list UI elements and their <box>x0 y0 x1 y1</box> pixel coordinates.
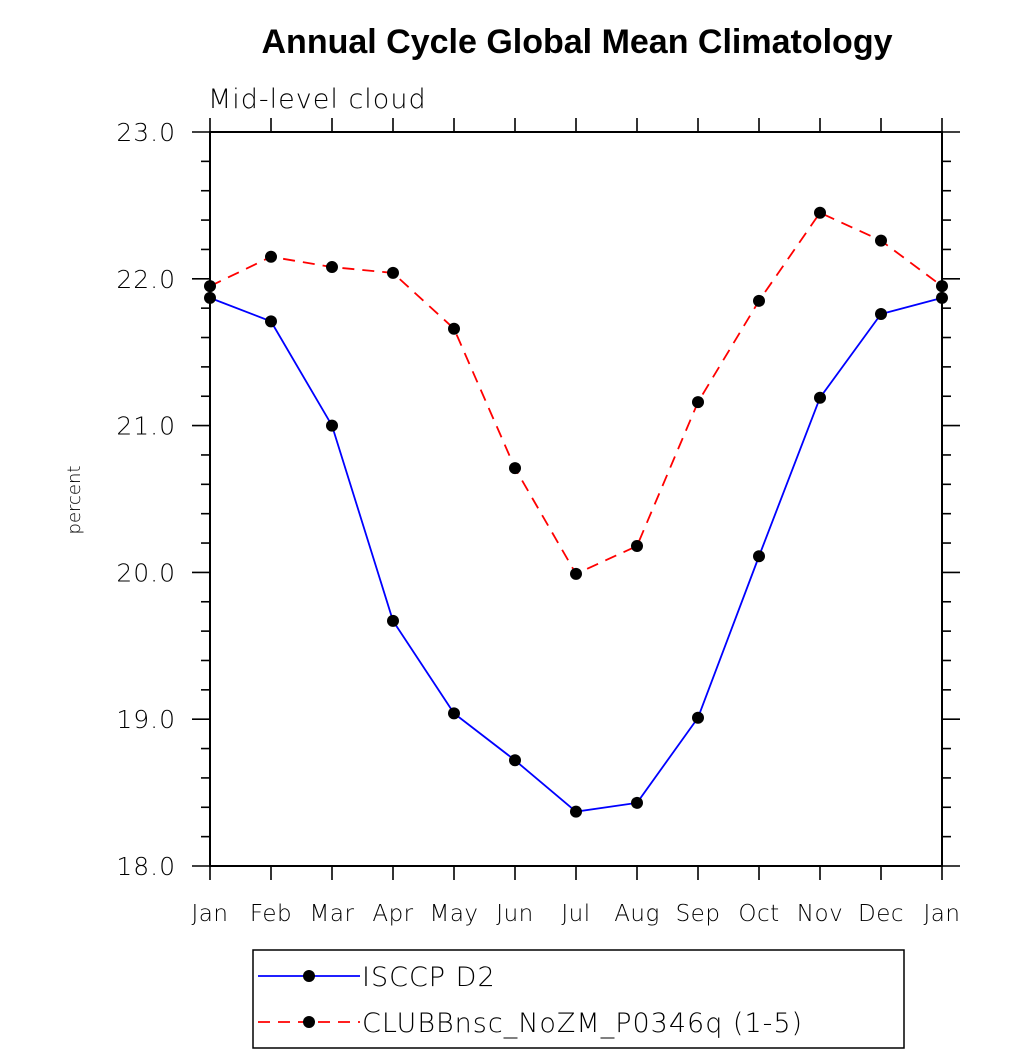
chart-title: Annual Cycle Global Mean Climatology <box>262 23 893 61</box>
plot-frame <box>209 131 943 867</box>
legend-label-1: CLUBBnsc_NoZM_P0346q (1-5) <box>362 1008 803 1039</box>
x-tick-label: Mar <box>310 901 355 927</box>
series-line-1 <box>209 211 943 576</box>
series-0-point <box>326 419 338 432</box>
series-1-point <box>570 567 582 580</box>
series-layer <box>204 206 948 818</box>
series-1-point <box>814 206 826 219</box>
series-1-point <box>509 462 521 475</box>
series-line-0 <box>209 297 943 813</box>
series-0-point <box>509 754 521 767</box>
series-0-point <box>875 308 887 321</box>
series-1-point <box>448 322 460 335</box>
x-tick-label: Dec <box>858 901 904 927</box>
series-0-point <box>753 550 765 563</box>
axis-ticks <box>192 118 960 880</box>
legend-marker-1 <box>303 1016 315 1028</box>
y-tick-label: 23.0 <box>116 118 176 147</box>
series-1-point <box>692 396 704 409</box>
series-0-point <box>570 805 582 818</box>
series-1-point <box>753 294 765 307</box>
x-tick-label: Jul <box>561 901 590 927</box>
legend: ISCCP D2 CLUBBnsc_NoZM_P0346q (1-5) <box>252 949 905 1049</box>
x-tick-label: Apr <box>372 901 413 927</box>
axis-tick-labels: Jan Feb Mar Apr May Jun Jul Aug Sep Oct Nov Dec Jan 1… <box>116 118 960 927</box>
series-0-point <box>265 315 277 328</box>
x-tick-label: Oct <box>738 901 779 927</box>
series-1-point <box>387 266 399 279</box>
x-tick-label: Feb <box>250 901 292 927</box>
chart-subtitle: Mid-level cloud <box>208 84 427 115</box>
x-tick-label: May <box>429 901 478 927</box>
legend-box <box>252 949 905 1049</box>
x-tick-label: Jan <box>192 901 229 927</box>
x-tick-label: Jun <box>496 901 533 927</box>
series-1-point <box>265 250 277 263</box>
y-tick-label: 19.0 <box>116 705 176 734</box>
series-1-point <box>631 539 643 552</box>
series-1-point <box>875 234 887 247</box>
y-tick-label: 22.0 <box>116 265 176 294</box>
x-tick-label: Jan <box>924 901 961 927</box>
series-0-point <box>631 796 643 809</box>
x-tick-label: Aug <box>614 901 660 927</box>
series-0-point <box>814 391 826 404</box>
series-0-point <box>448 707 460 720</box>
series-0-point <box>692 711 704 724</box>
y-tick-label: 18.0 <box>116 852 176 881</box>
legend-marker-0 <box>303 970 315 982</box>
series-1-point <box>326 261 338 274</box>
y-tick-label: 21.0 <box>116 412 176 441</box>
y-axis-label: percent <box>64 466 85 535</box>
y-tick-label: 20.0 <box>116 558 176 587</box>
series-0-point <box>387 614 399 627</box>
legend-label-0: ISCCP D2 <box>362 962 496 993</box>
x-tick-label: Nov <box>797 901 843 927</box>
x-tick-label: Sep <box>676 901 721 927</box>
